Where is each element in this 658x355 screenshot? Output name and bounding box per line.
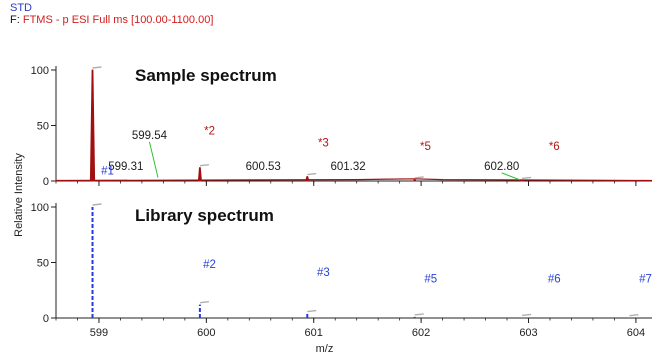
centroid-leader-line bbox=[501, 172, 521, 181]
library-peak-cap bbox=[199, 300, 209, 304]
sample-baseline-trace bbox=[55, 178, 653, 182]
x-tick-label: 604 bbox=[627, 327, 645, 339]
sample-peak bbox=[412, 179, 418, 182]
sample-peak bbox=[89, 69, 96, 182]
x-tick-label: 602 bbox=[412, 327, 430, 339]
sample-peak bbox=[305, 176, 310, 182]
sample-peak-label: *6 bbox=[549, 141, 560, 153]
library-y-tick-label: 50 bbox=[37, 258, 49, 270]
centroid-leader-line bbox=[148, 141, 159, 178]
centroid-label: 602.80 bbox=[484, 161, 519, 173]
library-peak-cap bbox=[414, 313, 424, 316]
sample-peak-cap bbox=[199, 163, 209, 167]
library-peak-cap bbox=[92, 203, 102, 206]
x-tick-label: 599 bbox=[90, 327, 108, 339]
x-axis-label: m/z bbox=[316, 343, 334, 355]
sample-y-tick-label: 50 bbox=[37, 121, 49, 133]
centroid-label: 600.53 bbox=[246, 161, 281, 173]
sample-peak-cap bbox=[92, 66, 102, 69]
library-peak-cap bbox=[521, 313, 532, 317]
library-peak-cap bbox=[307, 309, 317, 313]
sample-peak-label: *3 bbox=[318, 138, 329, 150]
library-peak-label: #2 bbox=[203, 259, 216, 271]
library-peak-label: #7 bbox=[639, 273, 652, 285]
x-tick-label: 603 bbox=[519, 327, 537, 339]
sample-peak-label: *5 bbox=[420, 141, 431, 153]
library-panel-title: Library spectrum bbox=[135, 206, 274, 225]
sample-peak-cap bbox=[414, 176, 424, 179]
library-peak-label: #3 bbox=[317, 267, 330, 279]
library-peak-label: #5 bbox=[424, 273, 437, 285]
sample-peak-cap bbox=[307, 172, 317, 176]
scan-filter-text: FTMS - p ESI Full ms [100.00-1100.00] bbox=[22, 14, 214, 26]
y-axis-label: Relative Intensity bbox=[13, 153, 25, 237]
sample-peak bbox=[197, 167, 202, 182]
sample-panel-title: Sample spectrum bbox=[135, 66, 277, 85]
scan-filter-line: F: FTMS - p ESI Full ms [100.00-1100.00] bbox=[10, 14, 213, 26]
x-tick-label: 601 bbox=[305, 327, 323, 339]
library-y-tick-label: 0 bbox=[43, 313, 49, 325]
sample-y-tick-label: 0 bbox=[43, 176, 49, 188]
library-peak-label: #6 bbox=[548, 273, 561, 285]
sample-peak-label: #1 bbox=[101, 165, 114, 177]
library-peak-cap bbox=[629, 313, 639, 317]
centroid-label: 599.31 bbox=[108, 161, 143, 173]
scan-filter-prefix: F: bbox=[10, 14, 20, 26]
sample-peak bbox=[520, 180, 524, 182]
library-y-tick-label: 100 bbox=[31, 202, 49, 214]
x-tick-label: 600 bbox=[197, 327, 215, 339]
centroid-label: 599.54 bbox=[132, 130, 168, 142]
spectrum-name: STD bbox=[10, 2, 32, 14]
centroid-label: 601.32 bbox=[330, 161, 365, 173]
sample-peak-cap bbox=[521, 176, 532, 180]
sample-y-tick-label: 100 bbox=[31, 65, 49, 77]
sample-peak-label: *2 bbox=[204, 125, 215, 137]
